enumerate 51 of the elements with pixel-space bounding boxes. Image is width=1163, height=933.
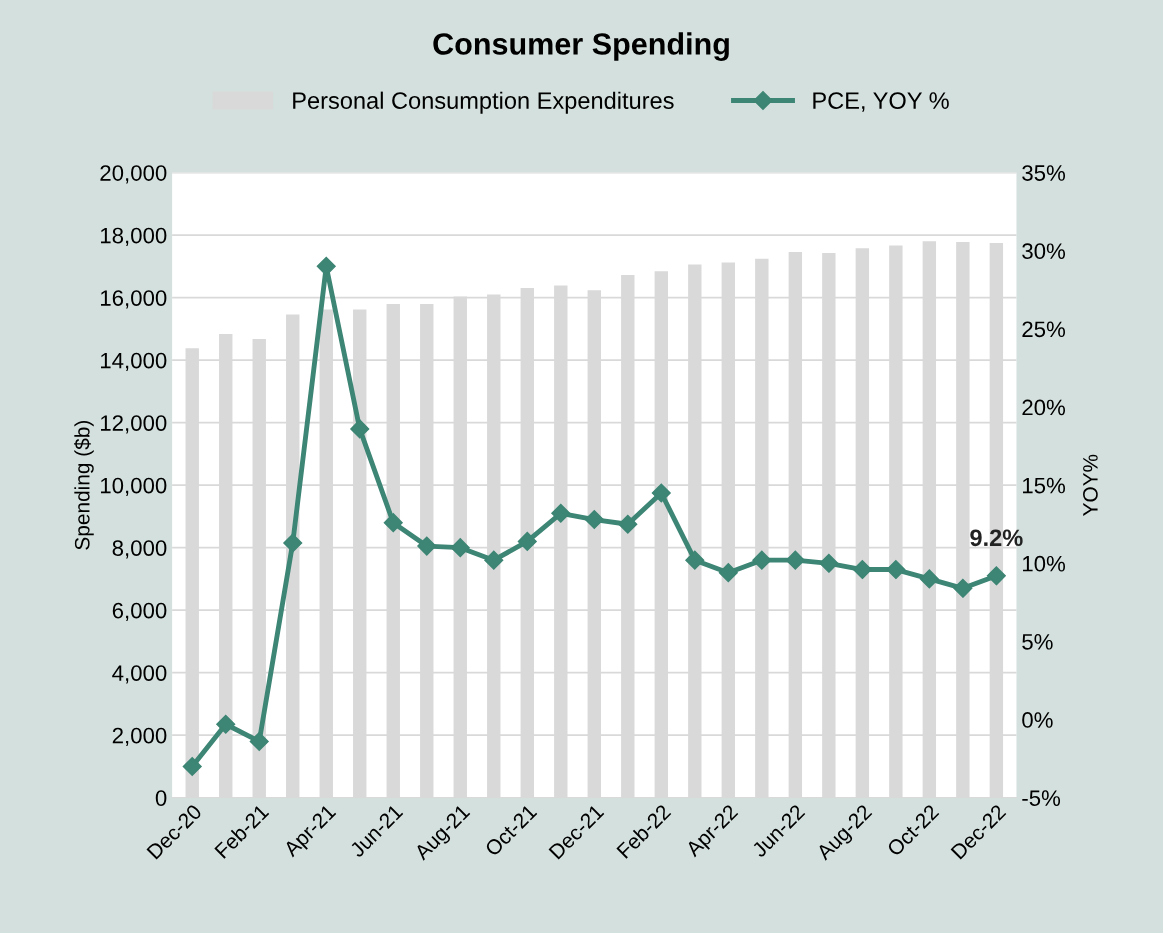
point [316,256,336,276]
point [886,560,906,580]
y2-axis-title: YOY% [1083,454,1098,516]
y-tick-label: 0 [155,790,167,806]
y-tick-label: 18,000 [101,227,167,247]
point [718,563,738,583]
y2-tick-label: 30% [1022,243,1066,260]
point [584,510,604,530]
point [651,483,671,503]
point [752,550,772,570]
point [182,756,202,776]
point [919,569,939,589]
chart-title: Consumer Spending [433,32,729,61]
y-tick-label: 6,000 [112,602,167,622]
y2-tick-label: 35% [1022,165,1066,181]
point [618,514,638,534]
y2-tick-label: 5% [1022,634,1053,650]
y-tick-label: 2,000 [112,727,167,747]
y2-tick-label: 25% [1022,321,1066,338]
y-tick-label: 10,000 [101,477,167,497]
y2-tick-label: 0% [1022,712,1053,728]
y-tick-label: 8,000 [112,540,167,559]
point [953,578,973,598]
point [986,566,1006,586]
point [249,731,269,751]
point [417,536,437,556]
y2-tick-label: 15% [1023,477,1066,494]
point [517,531,537,551]
point [551,503,571,523]
point [216,714,236,734]
point [283,533,303,553]
y-tick-label: 4,000 [112,665,167,684]
point [383,513,403,533]
y-tick-label: 14,000 [101,352,167,372]
point [685,550,705,570]
legend-label: PCE, YOY % [813,92,949,112]
point [350,419,370,439]
y2-tick-label: 20% [1022,399,1066,416]
point [819,553,839,573]
point [852,560,872,580]
data-label: 9.2% [970,529,1023,547]
y-tick-label: 12,000 [101,415,167,434]
y2-tick-label: -5% [1022,790,1061,806]
point [450,538,470,558]
y-axis-title: Spending ($b) [74,421,94,550]
point [785,550,805,570]
y-tick-label: 20,000 [100,165,167,184]
y-tick-label: 16,000 [101,290,167,309]
legend-label: Personal Consumption Expenditures [293,91,674,114]
point [484,550,504,570]
y2-tick-label: 10% [1023,555,1066,572]
